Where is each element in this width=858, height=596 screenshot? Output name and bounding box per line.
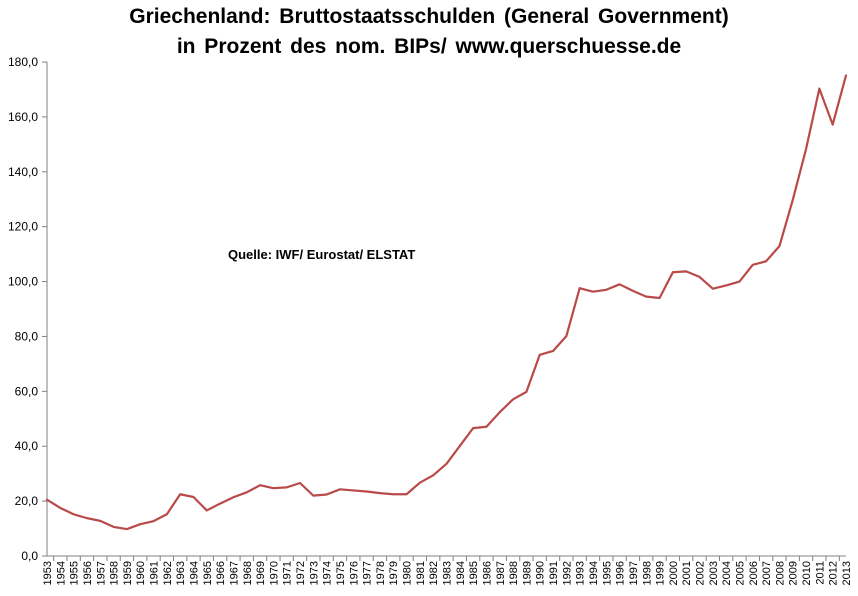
x-tick-label: 1978 — [375, 561, 387, 585]
x-tick-label: 2000 — [668, 561, 680, 585]
x-tick-label: 1968 — [242, 561, 254, 585]
x-tick-label: 1984 — [455, 561, 467, 585]
x-tick-label: 1964 — [188, 561, 200, 585]
x-tick-label: 1971 — [282, 561, 294, 585]
x-tick-label: 2009 — [788, 561, 800, 585]
y-tick-label: 120,0 — [8, 220, 38, 234]
x-tick-label: 1975 — [335, 561, 347, 585]
chart-title-block: Griechenland: Bruttostaatsschulden (Gene… — [0, 2, 858, 62]
x-tick-label: 1976 — [348, 561, 360, 585]
x-tick-label: 1991 — [548, 561, 560, 585]
x-tick-label: 2008 — [774, 561, 786, 585]
x-tick-label: 1990 — [535, 561, 547, 585]
x-tick-label: 2005 — [734, 561, 746, 585]
x-tick-label: 1970 — [268, 561, 280, 585]
x-tick-label: 1995 — [601, 561, 613, 585]
x-tick-label: 2007 — [761, 561, 773, 585]
y-tick-label: 80,0 — [15, 329, 39, 343]
x-tick-label: 2002 — [695, 561, 707, 585]
series-line — [45, 74, 848, 531]
x-tick-label: 1994 — [588, 561, 600, 585]
x-tick-label: 1962 — [162, 561, 174, 585]
chart-title: Griechenland: Bruttostaatsschulden (Gene… — [129, 5, 729, 28]
x-tick-label: 1980 — [402, 561, 414, 585]
x-tick-label: 1956 — [82, 561, 94, 585]
x-tick-label: 1999 — [655, 561, 667, 585]
x-tick-label: 1985 — [468, 561, 480, 585]
x-tick-label: 1982 — [428, 561, 440, 585]
x-tick-label: 2003 — [708, 561, 720, 585]
x-tick-label: 1953 — [42, 561, 54, 585]
x-tick-label: 2004 — [721, 561, 733, 585]
x-tick-label: 1979 — [388, 561, 400, 585]
x-tick-label: 1992 — [561, 561, 573, 585]
x-tick-label: 1965 — [202, 561, 214, 585]
y-tick-label: 40,0 — [15, 439, 39, 453]
y-tick-label: 100,0 — [8, 275, 38, 289]
x-tick-label: 2010 — [801, 561, 813, 585]
x-tick-label: 2012 — [828, 561, 840, 585]
x-tick-label: 2013 — [841, 561, 853, 585]
x-tick-label: 1983 — [442, 561, 454, 585]
x-tick-label: 1960 — [135, 561, 147, 585]
x-tick-label: 1961 — [149, 561, 161, 585]
x-tick-label: 1997 — [628, 561, 640, 585]
x-tick-label: 2011 — [814, 561, 826, 585]
x-tick-label: 1973 — [308, 561, 320, 585]
source-annotation: Quelle: IWF/ Eurostat/ ELSTAT — [228, 247, 415, 262]
x-tick-label: 1958 — [109, 561, 121, 585]
x-tick-label: 2001 — [681, 561, 693, 585]
x-tick-label: 1954 — [55, 561, 67, 585]
x-tick-label: 1998 — [641, 561, 653, 585]
y-tick-label: 140,0 — [8, 165, 38, 179]
y-tick-label: 60,0 — [15, 384, 39, 398]
x-tick-label: 1989 — [521, 561, 533, 585]
x-tick-label: 1986 — [481, 561, 493, 585]
x-tick-label: 1967 — [228, 561, 240, 585]
x-tick-label: 1955 — [69, 561, 81, 585]
y-tick-label: 20,0 — [15, 494, 39, 508]
x-tick-label: 1977 — [362, 561, 374, 585]
x-tick-label: 2006 — [748, 561, 760, 585]
y-axis: 0,0 20,0 40,0 60,0 80,0 100,0 120,0 140,0 160,0 1… — [8, 55, 48, 563]
x-tick-label: 1974 — [322, 561, 334, 585]
x-tick-label: 1969 — [255, 561, 267, 585]
x-tick-label: 1988 — [508, 561, 520, 585]
y-tick-label: 0,0 — [21, 549, 38, 563]
y-tick-label: 180,0 — [8, 55, 38, 69]
x-tick-label: 1959 — [122, 561, 134, 585]
y-tick-label: 160,0 — [8, 110, 38, 124]
x-tick-label: 1996 — [615, 561, 627, 585]
x-tick-label: 1993 — [575, 561, 587, 585]
chart-subtitle: in Prozent des nom. BIPs/ www.querschues… — [176, 35, 682, 58]
x-axis: 1953 1954 1955 1956 1957 1958 1959 1960 1961 1962… — [42, 555, 853, 585]
x-tick-label: 1987 — [495, 561, 507, 585]
x-tick-label: 1972 — [295, 561, 307, 585]
x-tick-label: 1981 — [415, 561, 427, 585]
x-tick-label: 1957 — [95, 561, 107, 585]
x-tick-label: 1963 — [175, 561, 187, 585]
x-tick-label: 1966 — [215, 561, 227, 585]
plot-area — [45, 74, 848, 531]
